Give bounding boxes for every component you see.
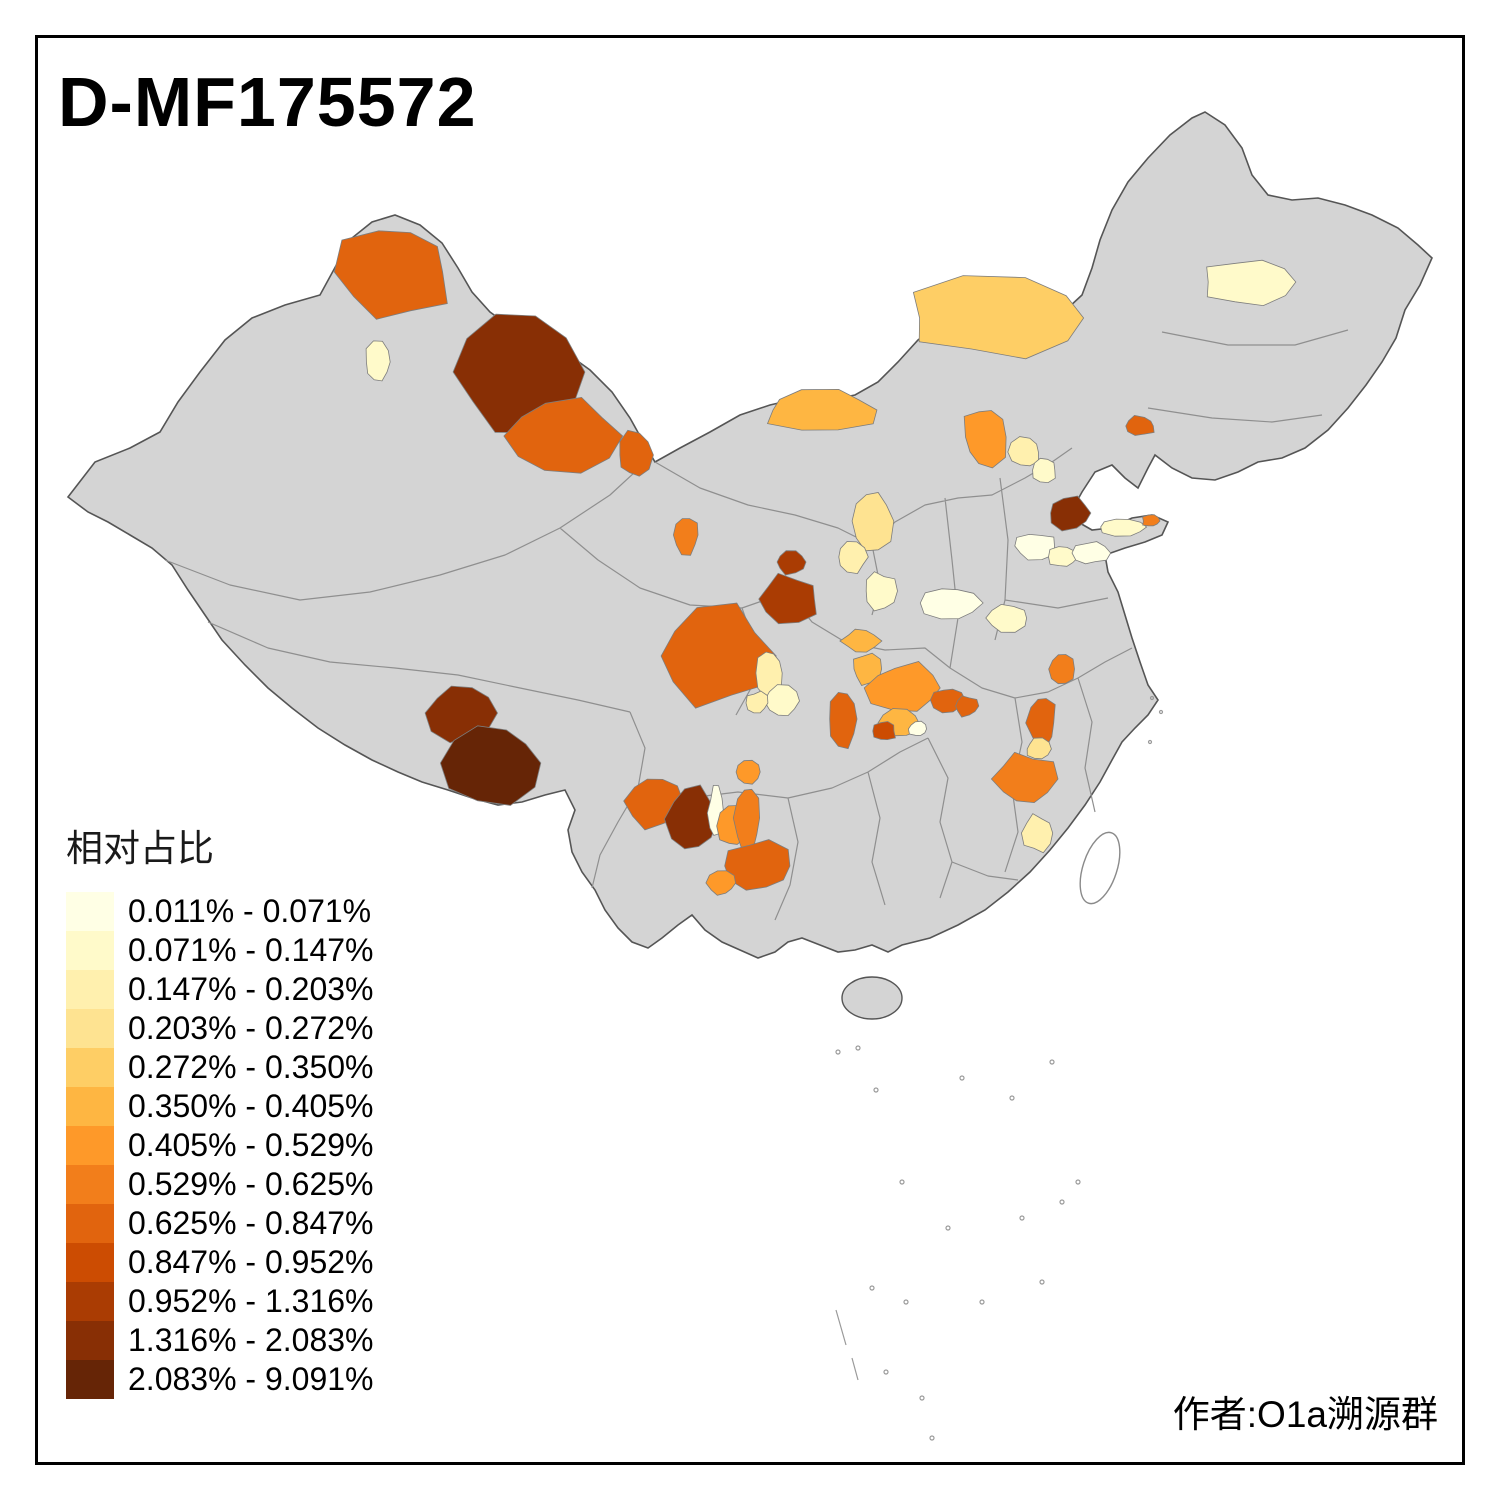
legend-swatch [66, 970, 114, 1009]
legend-swatch [66, 892, 114, 931]
legend-swatch [66, 1126, 114, 1165]
map-region [1026, 737, 1052, 760]
map-region [838, 541, 869, 575]
map-region [872, 721, 896, 741]
legend-label: 0.203% - 0.272% [128, 1010, 374, 1046]
legend-swatch [66, 1048, 114, 1087]
legend-swatch [66, 1204, 114, 1243]
map-region [776, 550, 807, 576]
map-region [672, 518, 699, 556]
map-region [963, 410, 1007, 469]
map-region [1100, 518, 1148, 537]
map-region [1032, 457, 1056, 484]
legend-item: 0.847% - 0.952% [66, 1243, 374, 1282]
legend-swatch [66, 1165, 114, 1204]
legend-label: 0.529% - 0.625% [128, 1166, 374, 1202]
map-region [912, 275, 1085, 360]
legend-item: 0.625% - 0.847% [66, 1204, 374, 1243]
map-region [333, 230, 448, 320]
map-region [1007, 436, 1039, 467]
map-region [1206, 259, 1297, 307]
legend-item: 2.083% - 9.091% [66, 1360, 374, 1399]
map-region [851, 492, 895, 552]
map-region [990, 751, 1059, 804]
map-region [705, 870, 737, 896]
map-region [745, 690, 769, 714]
legend-label: 0.952% - 1.316% [128, 1283, 374, 1319]
legend-label: 1.316% - 2.083% [128, 1322, 374, 1358]
map-region [919, 588, 984, 620]
legend-item: 0.272% - 0.350% [66, 1048, 374, 1087]
map-region [766, 388, 878, 431]
legend-swatch [66, 1321, 114, 1360]
map-region [758, 572, 817, 625]
legend-item: 0.071% - 0.147% [66, 931, 374, 970]
map-region [439, 725, 542, 806]
china-outline [66, 111, 1433, 959]
legend-label: 2.083% - 9.091% [128, 1361, 374, 1397]
legend-label: 0.272% - 0.350% [128, 1049, 374, 1085]
legend-item: 0.203% - 0.272% [66, 1009, 374, 1048]
legend-items: 0.011% - 0.071% 0.071% - 0.147% 0.147% - 0… [66, 892, 374, 1399]
plot-border [35, 35, 1465, 1465]
map-region [724, 839, 791, 891]
map-region [839, 628, 883, 653]
colored-prefecture-regions [333, 230, 1297, 896]
south-china-sea-islets [835, 695, 1164, 1441]
legend-swatch [66, 1243, 114, 1282]
map-region [663, 784, 719, 850]
legend-swatch [66, 1009, 114, 1048]
map-region [863, 661, 941, 712]
legend-item: 0.405% - 0.529% [66, 1126, 374, 1165]
map-region [985, 603, 1028, 633]
map-region [955, 695, 980, 718]
legend-swatch [66, 1087, 114, 1126]
legend-item: 1.316% - 2.083% [66, 1321, 374, 1360]
legend-label: 0.071% - 0.147% [128, 932, 374, 968]
legend-item: 0.350% - 0.405% [66, 1087, 374, 1126]
map-region [1048, 654, 1075, 685]
legend-item: 0.529% - 0.625% [66, 1165, 374, 1204]
legend-label: 0.847% - 0.952% [128, 1244, 374, 1280]
legend-label: 0.405% - 0.529% [128, 1127, 374, 1163]
legend-swatch [66, 1282, 114, 1321]
hainan-island [841, 976, 903, 1020]
map-region [1071, 541, 1112, 565]
legend-item: 0.952% - 1.316% [66, 1282, 374, 1321]
map-region [619, 429, 654, 477]
map-region [1014, 533, 1055, 561]
map-region [865, 571, 898, 612]
map-region [1020, 813, 1054, 854]
map-region [660, 602, 777, 709]
author-credit: 作者:O1a溯源群 [1172, 1394, 1438, 1435]
map-region [829, 691, 858, 750]
map-region [503, 396, 624, 474]
taiwan-island [1079, 831, 1121, 905]
legend-item: 0.147% - 0.203% [66, 970, 374, 1009]
legend-item: 0.011% - 0.071% [66, 892, 374, 931]
map-region [1048, 546, 1079, 567]
page-title: D-MF175572 [58, 63, 477, 141]
legend-swatch [66, 931, 114, 970]
legend-swatch [66, 1360, 114, 1399]
legend: 相对占比 0.011% - 0.071% 0.071% - 0.147% 0.147… [66, 818, 374, 1399]
map-region [907, 720, 927, 736]
legend-label: 0.625% - 0.847% [128, 1205, 374, 1241]
legend-label: 0.011% - 0.071% [128, 893, 372, 929]
map-region [1050, 495, 1092, 532]
map-region [1142, 514, 1161, 527]
map-region [1125, 414, 1155, 436]
legend-label: 0.350% - 0.405% [128, 1088, 374, 1124]
map-region [365, 340, 391, 382]
legend-label: 0.147% - 0.203% [128, 971, 374, 1007]
legend-title: 相对占比 [66, 828, 214, 869]
map-region [735, 759, 761, 785]
